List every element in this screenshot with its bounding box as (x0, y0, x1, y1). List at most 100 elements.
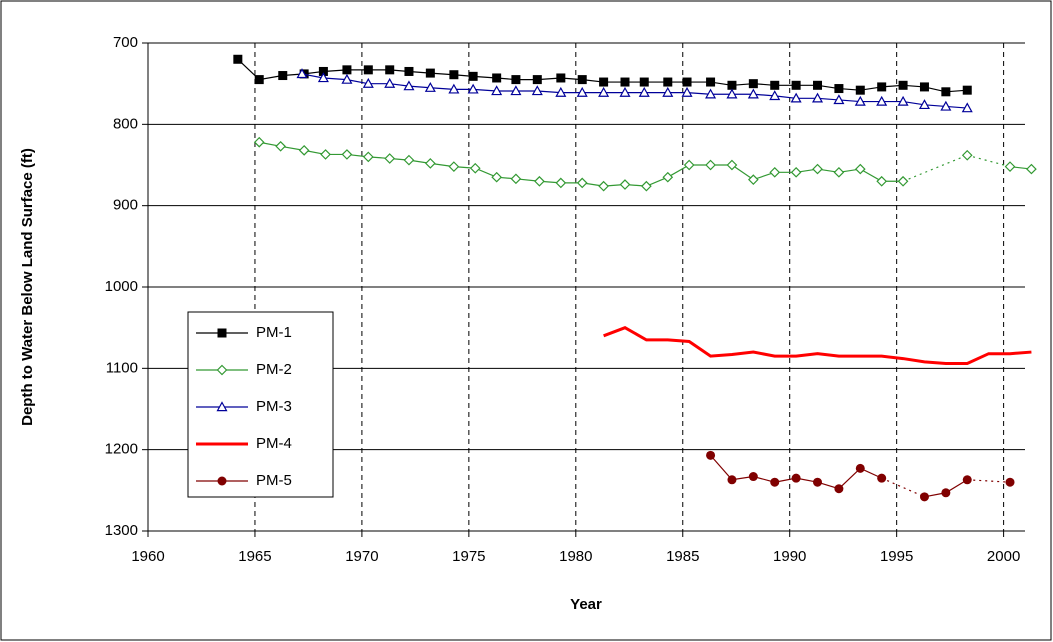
marker (511, 75, 521, 85)
legend-box (187, 311, 334, 498)
x-tick-label: 1995 (880, 548, 913, 565)
marker (877, 82, 887, 92)
marker (854, 95, 866, 106)
marker (425, 68, 435, 78)
marker (341, 73, 353, 84)
marker (727, 475, 737, 485)
marker (769, 166, 781, 178)
series-line (603, 326, 1032, 365)
marker (897, 175, 909, 187)
marker (362, 77, 374, 88)
marker (726, 88, 738, 99)
marker (940, 100, 952, 111)
marker (491, 171, 503, 183)
marker (727, 80, 737, 90)
marker (919, 82, 929, 92)
marker (534, 175, 545, 187)
x-tick-label: 2000 (987, 548, 1020, 565)
marker (876, 95, 888, 106)
x-tick-label: 1965 (238, 548, 271, 565)
marker (1004, 161, 1016, 172)
marker (341, 149, 353, 160)
marker (877, 473, 887, 483)
marker (385, 65, 395, 75)
marker (1026, 163, 1037, 175)
marker (320, 149, 331, 160)
marker (217, 328, 227, 338)
marker (619, 86, 631, 97)
marker (641, 180, 652, 192)
marker (555, 177, 567, 189)
marker (296, 68, 308, 79)
marker (599, 77, 609, 87)
marker (663, 77, 673, 87)
marker (639, 77, 649, 87)
marker (576, 177, 588, 189)
marker (403, 80, 415, 91)
y-tick-label: 700 (113, 34, 138, 51)
marker (424, 81, 436, 92)
x-tick-label: 1990 (773, 548, 806, 565)
y-tick-label: 1300 (105, 522, 138, 539)
x-tick-label: 1970 (345, 548, 378, 565)
marker (683, 159, 695, 171)
marker (619, 179, 631, 190)
legend-label: PM-4 (256, 435, 292, 452)
marker (448, 83, 460, 94)
marker (769, 90, 781, 101)
marker (962, 475, 972, 485)
marker (467, 83, 479, 94)
marker (833, 94, 845, 105)
marker (384, 77, 396, 88)
marker (770, 477, 780, 487)
x-tick-label: 1980 (559, 548, 592, 565)
marker (941, 87, 951, 97)
marker (253, 136, 265, 148)
marker (834, 84, 844, 94)
marker (747, 88, 759, 99)
x-tick-label: 1960 (131, 548, 164, 565)
marker (813, 80, 823, 90)
marker (275, 140, 286, 152)
marker (962, 85, 972, 95)
legend-label: PM-2 (256, 361, 292, 378)
legend-label: PM-1 (256, 324, 292, 341)
marker (811, 92, 824, 103)
marker (706, 450, 716, 460)
y-axis-title: Depth to Water Below Land Surface (ft) (19, 148, 36, 426)
y-tick-label: 1200 (105, 441, 138, 458)
legend-label: PM-5 (256, 472, 292, 489)
marker (941, 488, 951, 498)
gap-connector (967, 154, 1011, 168)
marker (791, 473, 801, 483)
marker (510, 85, 522, 96)
marker (556, 73, 566, 83)
marker (1005, 477, 1015, 487)
marker (491, 85, 503, 96)
marker (468, 71, 478, 81)
marker (317, 72, 329, 83)
marker (705, 159, 716, 171)
marker (747, 174, 759, 185)
marker (469, 162, 481, 174)
marker (770, 80, 780, 90)
marker (342, 65, 352, 75)
marker (813, 477, 823, 487)
marker (363, 65, 373, 75)
x-tick-label: 1985 (666, 548, 699, 565)
marker (362, 151, 374, 163)
marker (876, 175, 888, 187)
marker (448, 161, 460, 172)
marker (425, 158, 436, 169)
marker (748, 472, 758, 482)
marker (790, 92, 802, 103)
marker (638, 86, 650, 97)
marker (961, 102, 973, 113)
marker (854, 163, 866, 175)
marker (726, 159, 738, 171)
marker (216, 364, 228, 376)
marker (681, 86, 693, 97)
marker (748, 79, 758, 89)
marker (404, 66, 414, 76)
